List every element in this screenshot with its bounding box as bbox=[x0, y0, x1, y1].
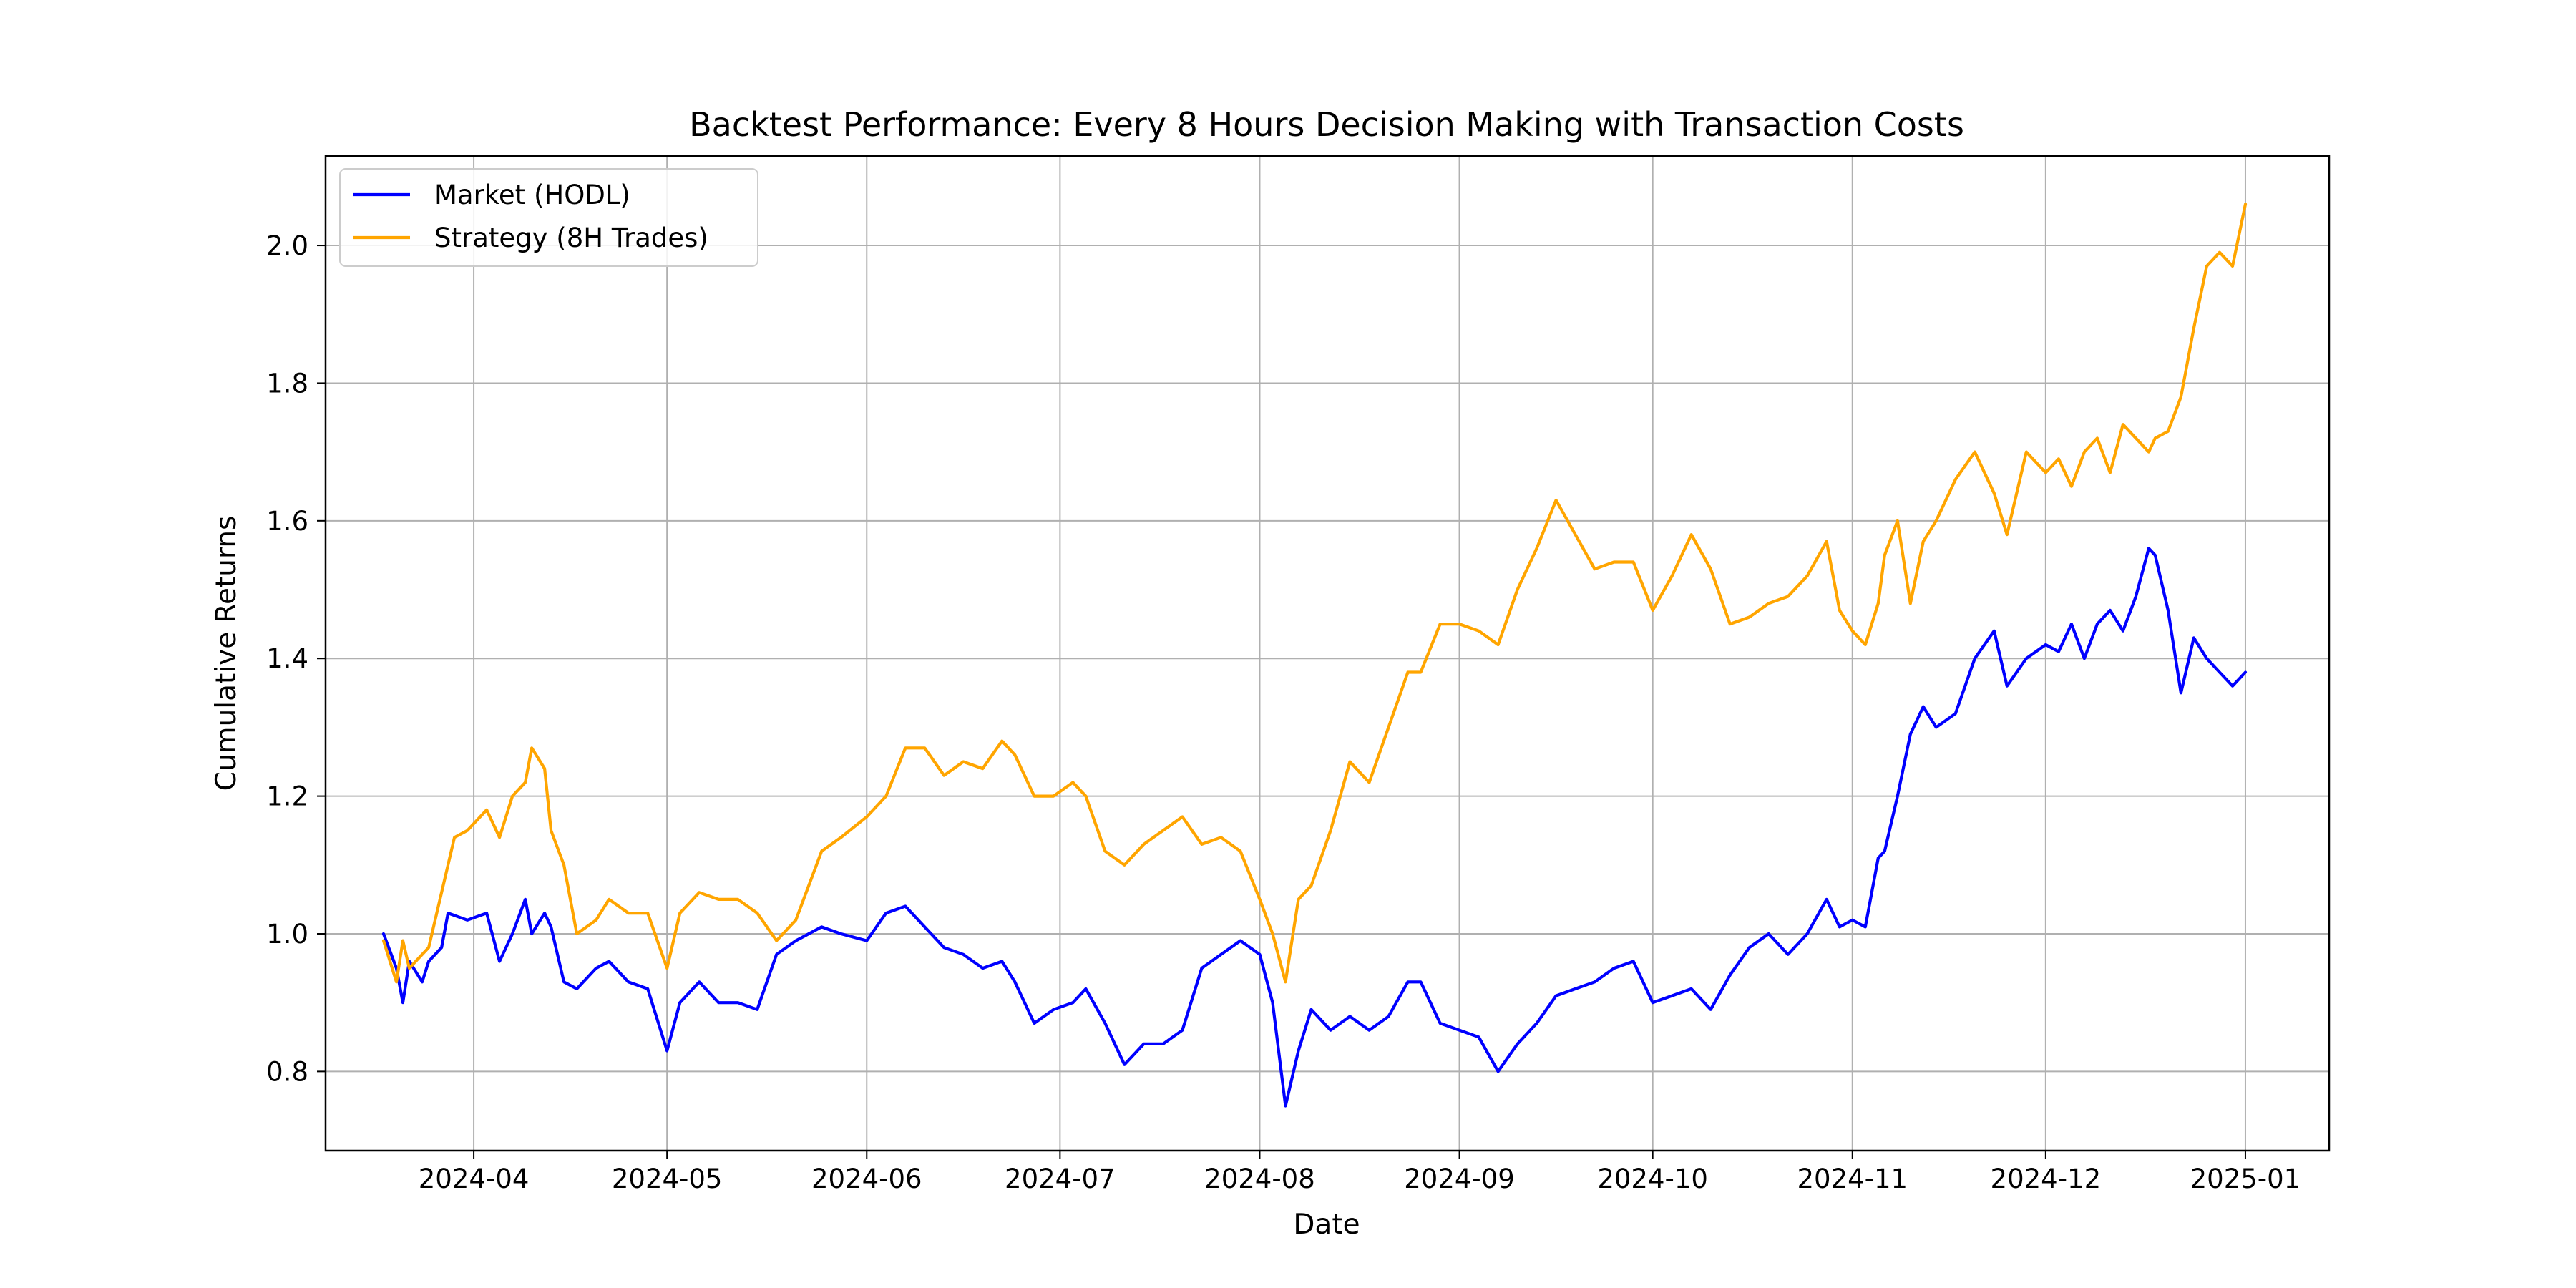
x-tick-label: 2024-08 bbox=[1204, 1163, 1315, 1194]
plot-area-frame bbox=[324, 155, 2331, 1152]
grid-layer bbox=[326, 156, 2329, 1151]
legend-label: Market (HODL) bbox=[434, 180, 630, 210]
y-tick-label: 1.2 bbox=[266, 781, 308, 812]
chart-title: Backtest Performance: Every 8 Hours Deci… bbox=[689, 105, 1964, 144]
x-tick-label: 2024-07 bbox=[1005, 1163, 1116, 1194]
legend: Market (HODL) Strategy (8H Trades) bbox=[339, 168, 758, 267]
series-layer bbox=[381, 203, 2248, 1108]
x-tick-label: 2024-09 bbox=[1404, 1163, 1515, 1194]
x-axis-label: Date bbox=[1293, 1209, 1360, 1241]
x-tick-label: 2024-06 bbox=[811, 1163, 922, 1194]
x-tick-label: 2024-04 bbox=[419, 1163, 530, 1194]
y-tick-label: 1.0 bbox=[266, 919, 308, 950]
y-tick-label: 1.6 bbox=[266, 506, 308, 537]
x-tick-label: 2024-05 bbox=[612, 1163, 723, 1194]
y-axis-label: Cumulative Returns bbox=[210, 516, 243, 791]
x-tick-label: 2024-11 bbox=[1797, 1163, 1908, 1194]
y-tick-label: 2.0 bbox=[266, 230, 308, 261]
legend-label: Strategy (8H Trades) bbox=[434, 223, 708, 253]
y-tick-label: 1.8 bbox=[266, 368, 308, 399]
legend-box bbox=[339, 168, 758, 267]
x-tick-label: 2024-10 bbox=[1597, 1163, 1708, 1194]
series-line-2 bbox=[381, 203, 2248, 984]
x-tick-label: 2025-01 bbox=[2190, 1163, 2301, 1194]
ticks-layer: 2024-04 2024-05 2024-06 2024-07 2024-08 2024-… bbox=[266, 230, 2301, 1194]
y-tick-label: 0.8 bbox=[266, 1056, 308, 1087]
series-line-1 bbox=[381, 547, 2248, 1108]
y-tick-label: 1.4 bbox=[266, 643, 308, 674]
x-tick-label: 2024-12 bbox=[1991, 1163, 2102, 1194]
